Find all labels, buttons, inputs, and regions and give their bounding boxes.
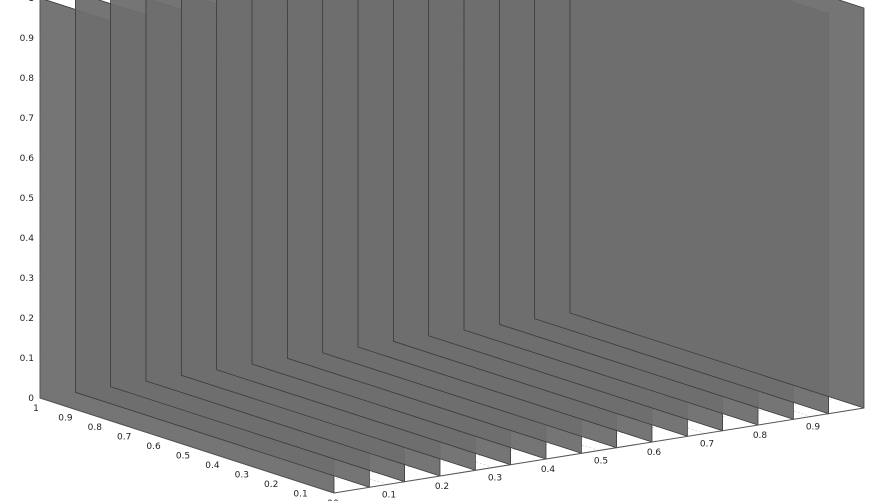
y-tick-label: 0.2: [264, 480, 278, 490]
z-tick-label: 1: [28, 0, 34, 4]
z-tick-label: 0: [28, 394, 34, 404]
x-tick-label: 0.6: [647, 448, 662, 458]
x-tick-label: 0: [333, 499, 339, 501]
z-tick-label: 0.1: [20, 354, 34, 364]
y-tick-label: 0.6: [146, 442, 161, 452]
x-tick-label: 0.7: [700, 440, 714, 450]
z-tick-label: 0.3: [20, 274, 34, 284]
y-axis-line: [39, 397, 335, 494]
x-tick-label: 0.3: [488, 474, 502, 484]
z-tick-label: 0.6: [20, 154, 35, 164]
y-tick-label: 0.3: [235, 471, 249, 481]
tick-labels: 0 0.1 0.2 0.3 0.4 0.5 0.6 0.7 0.8 0.9 0 0.1 0.2 0.3 0.…: [20, 0, 821, 501]
z-tick-label: 0.8: [20, 74, 35, 84]
x-tick-label: 0.4: [541, 465, 556, 475]
x-tick-label: 0.5: [594, 457, 608, 467]
z-tick-label: 0.7: [20, 114, 34, 124]
y-tick-label: 0.4: [205, 461, 220, 471]
y-tick-label: 0: [327, 499, 333, 501]
surface-plane: [569, 0, 865, 409]
x-tick-label: 0.8: [753, 431, 768, 441]
x-axis-line: [333, 407, 865, 494]
x-tick-label: 0.1: [382, 491, 396, 501]
z-tick-label: 0.5: [20, 194, 34, 204]
z-tick-label: 0.9: [20, 34, 35, 44]
axis-layer: [39, 0, 865, 494]
x-tick-label: 0.9: [806, 423, 821, 433]
y-tick-label: 1: [33, 404, 39, 414]
plane-layer: [39, 0, 865, 494]
x-tick-label: 0.2: [435, 482, 449, 492]
y-tick-label: 0.9: [58, 414, 73, 424]
y-tick-label: 0.1: [293, 490, 307, 500]
y-tick-label: 0.5: [176, 452, 190, 462]
z-tick-label: 0.4: [20, 234, 35, 244]
y-tick-label: 0.7: [117, 433, 131, 443]
z-tick-label: 0.2: [20, 314, 34, 324]
y-tick-label: 0.8: [88, 423, 103, 433]
